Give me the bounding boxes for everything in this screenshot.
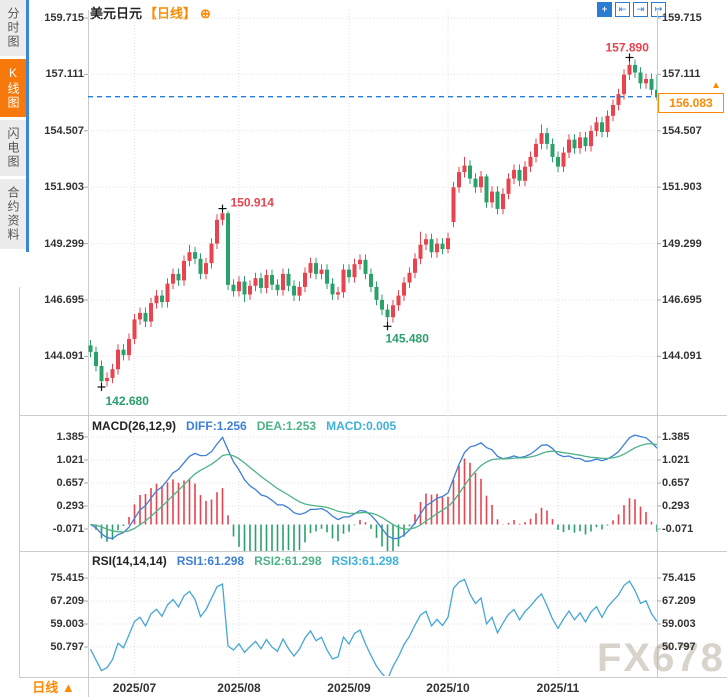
x-axis-label: 2025/08 xyxy=(217,681,261,695)
rsi1-value: RSI1:61.298 xyxy=(176,554,245,568)
macd-header: MACD(26,12,9) DIFF:1.256 DEA:1.253 MACD:0.0… xyxy=(92,419,396,433)
price-annotation: 150.914 xyxy=(231,196,275,210)
rsi-axis-label: 75.415 xyxy=(50,572,84,584)
macd-axis-label: 1.021 xyxy=(662,454,690,466)
main-axis-label: 159.715 xyxy=(44,12,84,24)
rsi-axis-label: 50.797 xyxy=(50,641,84,653)
price-annotation: 142.680 xyxy=(106,394,150,408)
expand-x-icon[interactable]: ⇥ xyxy=(633,2,648,17)
rsi-axis-label: 75.415 xyxy=(662,572,696,584)
rsi-params: RSI(14,14,14) xyxy=(92,554,167,568)
export-icon[interactable]: ↦ xyxy=(651,2,666,17)
main-axis-label: 144.091 xyxy=(44,350,84,363)
sidebar-lower-rail xyxy=(0,287,20,677)
macd-axis-label: 1.385 xyxy=(662,431,690,443)
main-axis-label: 154.507 xyxy=(662,124,702,137)
symbol-name: 美元日元 xyxy=(90,6,143,21)
main-axis-label: 157.111 xyxy=(662,68,701,81)
watermark: FX678 xyxy=(597,636,725,680)
x-axis-label: 2025/07 xyxy=(112,681,157,695)
main-axis-label: 151.903 xyxy=(44,181,84,194)
sidebar-tab-1[interactable]: 分时图 xyxy=(0,0,26,56)
macd-axis-label: -0.071 xyxy=(52,523,84,535)
macd-axis-label: 0.657 xyxy=(56,477,84,489)
main-axis-label: 146.695 xyxy=(662,294,702,306)
macd-axis-label: -0.071 xyxy=(662,523,694,535)
rsi-axis-label: 67.209 xyxy=(662,595,696,607)
rsi-axis-label: 59.003 xyxy=(50,618,84,630)
x-axis-label: 2025/11 xyxy=(536,681,580,695)
macd-params: MACD(26,12,9) xyxy=(92,419,177,433)
main-axis-label: 154.507 xyxy=(44,124,84,137)
macd-macd-value: MACD:0.005 xyxy=(326,419,397,433)
main-axis-label: 159.715 xyxy=(662,12,702,24)
price-annotation: 157.890 xyxy=(606,41,650,55)
rsi-axis-label: 59.003 xyxy=(662,618,696,630)
macd-axis-label: 0.657 xyxy=(662,477,690,489)
sidebar-tab-4[interactable]: 合约资料 xyxy=(0,179,26,249)
chart-toolbar: + ⇤ ⇥ ↦ xyxy=(597,2,666,17)
macd-dea-value: DEA:1.253 xyxy=(256,419,317,433)
sidebar-tab-3[interactable]: 闪电图 xyxy=(0,120,26,176)
macd-axis-label: 0.293 xyxy=(56,500,84,512)
rsi-axis-label: 50.797 xyxy=(662,641,696,653)
period-selector-label: 日线 xyxy=(32,680,59,695)
main-axis-label: 157.111 xyxy=(45,68,84,81)
rsi2-value: RSI2:61.298 xyxy=(254,554,322,568)
last-price-box: 156.083 xyxy=(658,92,724,113)
period-tag: 【日线】 xyxy=(144,6,197,21)
rsi-axis-label: 67.209 xyxy=(50,595,84,607)
macd-axis-label: 0.293 xyxy=(662,500,690,512)
add-indicator-icon[interactable]: ⊕ xyxy=(200,6,211,21)
period-selector-arrow-icon: ▲ xyxy=(61,680,75,695)
time-axis-strip xyxy=(19,677,727,697)
x-axis-label: 2025/09 xyxy=(327,681,371,695)
main-axis-label: 144.091 xyxy=(662,350,702,363)
price-annotation: 145.480 xyxy=(386,331,430,345)
chart-title: 美元日元 【日线】 ⊕ xyxy=(90,3,211,22)
period-selector-button[interactable]: 日线 ▲ xyxy=(19,678,89,697)
macd-diff-value: DIFF:1.256 xyxy=(186,419,247,433)
main-axis-label: 149.299 xyxy=(662,237,702,250)
compress-x-icon[interactable]: ⇤ xyxy=(615,2,630,17)
plot-right-border xyxy=(657,10,658,677)
main-axis-label: 146.695 xyxy=(44,294,84,306)
macd-axis-label: 1.021 xyxy=(56,454,84,466)
rsi3-value: RSI3:61.298 xyxy=(331,554,399,568)
price-up-arrow-icon: ▲ xyxy=(711,79,721,91)
sidebar-tab-rail: 分时图 K线图闪电图合约资料 xyxy=(0,0,29,252)
sidebar-tab-2[interactable]: K线图 xyxy=(0,59,26,117)
panel-separator-macd xyxy=(20,415,727,416)
main-axis-label: 151.903 xyxy=(662,181,702,194)
macd-axis-label: 1.385 xyxy=(56,431,84,443)
rsi-header: RSI(14,14,14) RSI1:61.298 RSI2:61.298 RSI3:… xyxy=(92,554,399,568)
panel-separator-rsi xyxy=(20,551,727,552)
plot-left-border xyxy=(88,10,89,697)
main-axis-label: 149.299 xyxy=(44,237,84,250)
pan-icon[interactable]: + xyxy=(597,2,612,17)
x-axis-label: 2025/10 xyxy=(426,681,470,695)
